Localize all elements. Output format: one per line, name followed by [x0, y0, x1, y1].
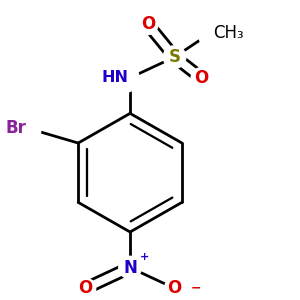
Circle shape	[8, 112, 41, 145]
Text: CH₃: CH₃	[213, 24, 244, 42]
Circle shape	[138, 14, 158, 34]
Text: O: O	[141, 15, 155, 33]
Circle shape	[76, 278, 96, 298]
Text: N: N	[123, 259, 137, 277]
Circle shape	[191, 68, 211, 88]
Circle shape	[198, 16, 234, 51]
Circle shape	[164, 278, 184, 298]
Text: O: O	[79, 279, 93, 297]
Text: S: S	[169, 48, 181, 66]
Text: Br: Br	[5, 119, 26, 137]
Circle shape	[119, 256, 141, 279]
Text: +: +	[140, 252, 149, 262]
Circle shape	[109, 63, 139, 93]
Text: HN: HN	[102, 70, 129, 85]
Text: −: −	[191, 282, 201, 295]
Text: O: O	[194, 69, 208, 87]
Text: O: O	[167, 279, 182, 297]
Circle shape	[163, 46, 186, 68]
